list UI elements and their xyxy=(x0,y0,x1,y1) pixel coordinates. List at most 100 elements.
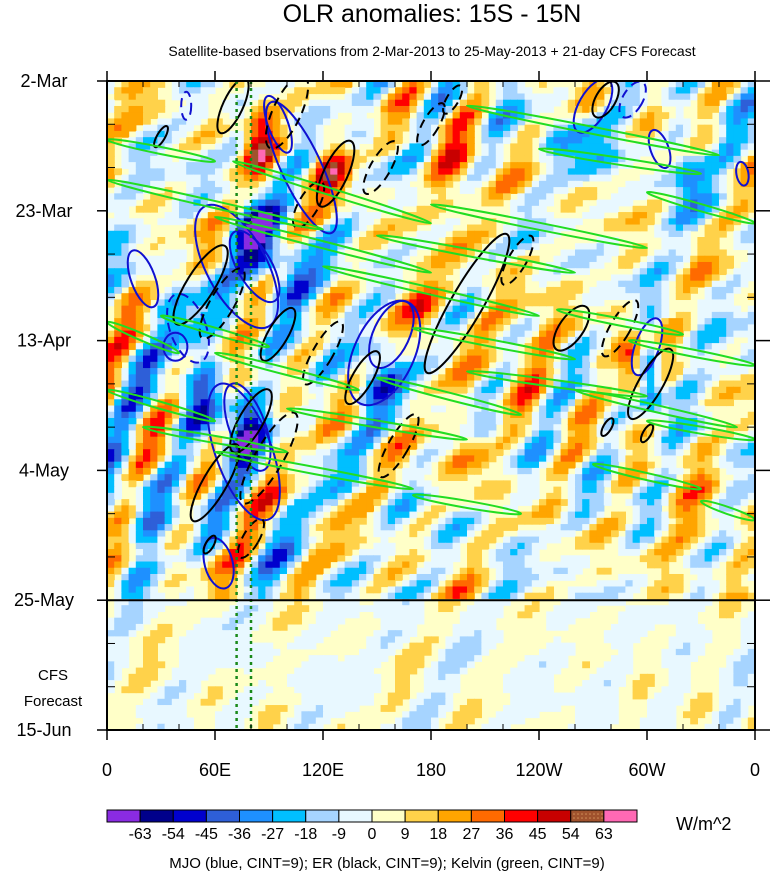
field-cell xyxy=(596,492,605,500)
field-cell xyxy=(625,380,634,388)
field-cell xyxy=(179,205,187,213)
field-cell xyxy=(495,442,504,450)
field-cell xyxy=(143,299,151,307)
field-cell xyxy=(265,467,274,475)
field-cell xyxy=(603,424,612,432)
field-cell xyxy=(474,511,482,519)
field-cell xyxy=(740,455,749,463)
field-cell xyxy=(323,299,331,307)
field-cell xyxy=(207,405,216,413)
field-cell xyxy=(510,81,518,88)
field-cell xyxy=(560,311,569,319)
field-cell xyxy=(258,130,266,138)
field-cell xyxy=(222,467,230,475)
field-cell xyxy=(553,461,562,469)
field-cell xyxy=(474,336,482,344)
field-cell xyxy=(215,124,223,132)
field-cell xyxy=(251,417,259,425)
field-cell xyxy=(395,180,403,188)
field-cell xyxy=(330,162,338,169)
field-cell xyxy=(128,218,137,226)
field-cell xyxy=(438,130,446,138)
field-cell xyxy=(330,417,338,425)
field-cell xyxy=(690,81,698,88)
field-cell xyxy=(654,174,662,182)
field-cell xyxy=(711,243,720,251)
field-cell xyxy=(575,155,583,163)
field-cell xyxy=(488,430,497,438)
field-cell xyxy=(733,243,742,251)
field-cell xyxy=(315,299,324,307)
field-cell xyxy=(668,442,677,450)
field-cell xyxy=(719,87,727,95)
field-cell xyxy=(200,274,209,282)
field-cell xyxy=(611,237,619,244)
field-cell xyxy=(445,199,454,207)
field-cell xyxy=(747,124,755,132)
field-cell xyxy=(618,193,626,201)
field-cell xyxy=(603,205,612,213)
field-cell xyxy=(121,268,130,276)
field-cell xyxy=(351,486,360,494)
field-cell xyxy=(510,168,518,176)
field-cell xyxy=(661,305,670,313)
field-cell xyxy=(567,155,576,163)
field-cell xyxy=(215,218,223,226)
field-cell xyxy=(423,424,432,432)
field-cell xyxy=(308,112,317,120)
field-cell xyxy=(409,299,418,307)
field-cell xyxy=(690,93,698,101)
field-cell xyxy=(171,311,180,319)
field-cell xyxy=(200,105,209,113)
field-cell xyxy=(431,505,439,513)
field-cell xyxy=(603,174,612,182)
field-cell xyxy=(287,368,295,375)
field-cell xyxy=(287,330,295,338)
field-cell xyxy=(121,124,130,132)
field-cell xyxy=(690,224,698,232)
field-cell xyxy=(315,81,324,88)
field-cell xyxy=(675,199,684,207)
field-cell xyxy=(193,180,202,188)
field-cell xyxy=(567,442,576,450)
field-cell xyxy=(229,93,238,101)
field-cell xyxy=(481,105,490,113)
field-cell xyxy=(603,87,612,95)
field-cell xyxy=(359,492,367,500)
field-cell xyxy=(135,174,144,182)
field-cell xyxy=(150,112,158,120)
field-cell xyxy=(128,187,137,194)
field-cell xyxy=(553,467,562,475)
field-cell xyxy=(632,280,641,288)
field-cell xyxy=(359,87,367,95)
field-cell xyxy=(135,474,144,481)
field-cell xyxy=(603,480,612,488)
field-cell xyxy=(251,168,259,176)
field-cell xyxy=(740,93,749,101)
field-cell xyxy=(503,349,511,357)
field-cell xyxy=(114,93,122,101)
field-cell xyxy=(445,168,454,176)
field-cell xyxy=(402,180,410,188)
field-cell xyxy=(589,293,598,301)
field-cell xyxy=(107,467,115,475)
field-cell xyxy=(719,112,727,120)
field-cell xyxy=(582,461,590,469)
field-cell xyxy=(243,199,252,207)
field-cell xyxy=(186,442,194,450)
field-cell xyxy=(243,505,252,513)
field-cell xyxy=(647,130,655,138)
field-cell xyxy=(179,330,187,338)
field-cell xyxy=(272,205,281,213)
field-cell xyxy=(243,461,252,469)
field-cell xyxy=(243,324,252,332)
field-cell xyxy=(186,417,194,425)
field-cell xyxy=(488,137,497,144)
field-cell xyxy=(603,218,612,226)
field-cell xyxy=(294,511,302,519)
field-cell xyxy=(747,330,755,338)
field-cell xyxy=(380,81,389,88)
field-cell xyxy=(719,436,727,444)
field-cell xyxy=(380,218,389,226)
field-cell xyxy=(575,336,583,344)
